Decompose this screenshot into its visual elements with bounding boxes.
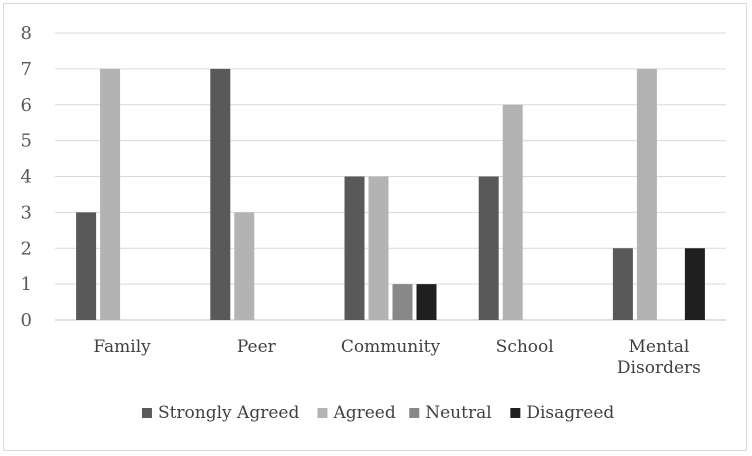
bar: [392, 284, 413, 320]
bar: [502, 104, 523, 320]
legend: Strongly Agreed Agreed Neutral Disagreed: [141, 403, 614, 423]
bar: [636, 68, 657, 320]
bar: [100, 68, 121, 320]
legend-swatch: [141, 408, 152, 418]
y-tick-label: 4: [21, 167, 32, 188]
legend-swatch: [409, 408, 420, 418]
bar: [234, 212, 255, 320]
bar: [210, 68, 231, 320]
bar: [684, 248, 705, 320]
y-tick-label: 8: [21, 23, 32, 44]
x-axis: Family Peer Community School Mental Disorders: [93, 337, 700, 378]
bar: [344, 176, 365, 320]
bar: [76, 212, 97, 320]
y-tick-label: 7: [21, 59, 32, 80]
x-tick-label: Mental Disorders: [617, 337, 701, 378]
x-tick-label: Family: [93, 337, 151, 357]
bar: [612, 248, 633, 320]
y-tick-label: 2: [21, 238, 32, 259]
legend-label: Agreed: [332, 403, 395, 423]
y-tick-label: 6: [21, 95, 32, 116]
bars: [76, 68, 705, 320]
x-tick-label: School: [496, 337, 554, 357]
x-tick-label: Community: [341, 337, 441, 357]
bar: [368, 176, 389, 320]
legend-label: Strongly Agreed: [158, 403, 300, 423]
y-tick-label: 5: [21, 131, 32, 152]
legend-label: Neutral: [425, 403, 491, 423]
x-tick-label: Peer: [237, 337, 277, 357]
legend-swatch: [317, 408, 328, 418]
legend-label: Disagreed: [526, 403, 614, 423]
y-axis-ticks: 0 1 2 3 4 5 6 7 8: [21, 23, 32, 331]
legend-swatch: [510, 408, 521, 418]
bar: [416, 284, 437, 320]
y-tick-label: 1: [21, 274, 32, 295]
bar: [478, 176, 499, 320]
y-tick-label: 0: [21, 310, 32, 331]
y-tick-label: 3: [21, 202, 32, 223]
